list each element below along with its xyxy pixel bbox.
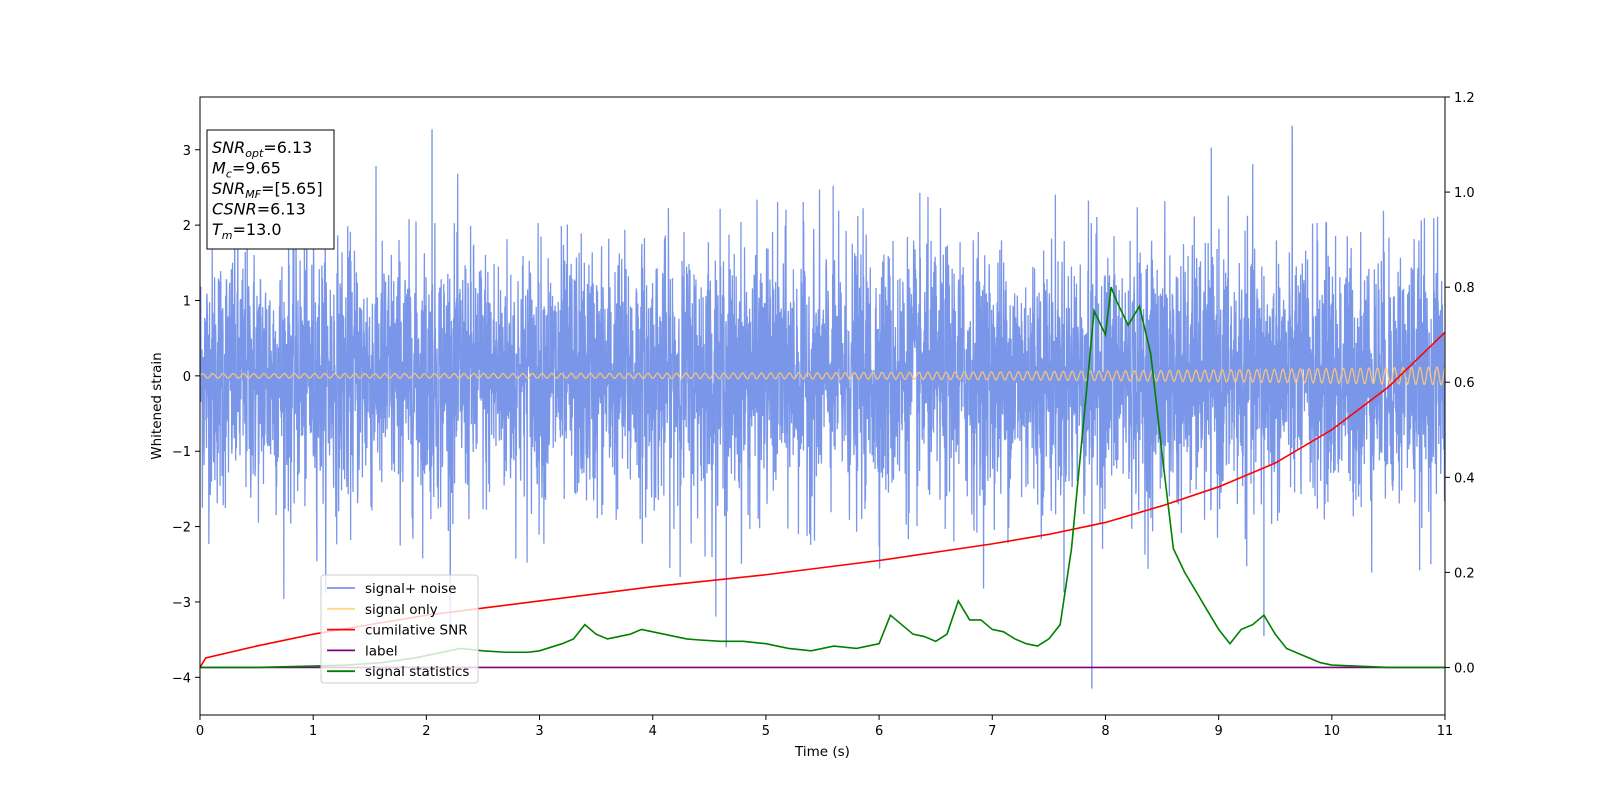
info-box-line: SNRMF=[5.65]: [212, 179, 323, 201]
left-y-tick-label: −1: [172, 445, 191, 460]
left-y-tick-label: −4: [172, 671, 191, 686]
info-box-frame: [206, 129, 335, 250]
x-tick-label: 9: [1214, 724, 1222, 739]
left-y-tick-label: 0: [183, 370, 191, 385]
x-tick-label: 5: [762, 724, 770, 739]
left-y-tick-label: 2: [183, 219, 191, 234]
info-box-line: Tm=13.0: [212, 220, 282, 242]
left-y-tick-label: 3: [183, 144, 191, 159]
right-y-axis-ticks: 0.0 0.2 0.4 0.6 0.8 1.0 1.2: [1445, 91, 1475, 676]
x-tick-label: 11: [1437, 724, 1454, 739]
info-box-line: Mc=9.65: [212, 159, 281, 181]
right-y-tick-label: 0.0: [1454, 661, 1475, 676]
x-tick-label: 1: [309, 724, 317, 739]
right-y-tick-label: 1.2: [1454, 91, 1475, 106]
axes-frame: [199, 96, 1446, 716]
left-y-axis-ticks: −4 −3 −2 −1 0 1 2 3: [172, 144, 200, 686]
left-y-tick-label: 1: [183, 294, 191, 309]
right-y-tick-label: 0.8: [1454, 281, 1475, 296]
x-tick-label: 4: [649, 724, 657, 739]
x-tick-label: 3: [535, 724, 543, 739]
legend-item-label: label: [365, 643, 398, 659]
series-signal-only-line: [200, 366, 1445, 386]
right-y-tick-label: 0.2: [1454, 566, 1475, 581]
series-signal-noise-line: [200, 146, 1445, 634]
x-tick-label: 6: [875, 724, 883, 739]
x-axis-ticks: 0 1 2 3 4 5 6 7 8 9 10 11: [196, 715, 1453, 739]
x-tick-label: 10: [1324, 724, 1341, 739]
right-y-tick-label: 0.6: [1454, 376, 1475, 391]
series-signal-statistics-line: [200, 286, 1445, 669]
legend-frame: [320, 574, 479, 684]
x-tick-label: 7: [988, 724, 996, 739]
series-cumilative-snr-line: [200, 331, 1445, 668]
left-y-tick-label: −3: [172, 596, 191, 611]
info-box: SNRopt=6.13Mc=9.65SNRMF=[5.65]CSNR=6.13T…: [206, 129, 335, 250]
right-y-tick-label: 0.4: [1454, 471, 1475, 486]
legend-item-label: cumilative SNR: [365, 623, 468, 639]
x-axis-label: Time (s): [794, 744, 850, 760]
legend-item-label: signal statistics: [365, 664, 469, 680]
info-box-line: SNRopt=6.13: [212, 138, 312, 160]
info-box-line: CSNR=6.13: [212, 200, 306, 219]
left-y-tick-label: −2: [172, 521, 191, 536]
right-y-tick-label: 1.0: [1454, 186, 1475, 201]
x-tick-label: 2: [422, 724, 430, 739]
legend-item-label: signal only: [365, 602, 438, 618]
x-tick-label: 8: [1101, 724, 1109, 739]
x-tick-label: 0: [196, 724, 204, 739]
y-axis-label: Whitened strain: [149, 352, 165, 459]
legend: signal+ noise signal only cumilative SNR la…: [320, 574, 479, 684]
legend-item-label: signal+ noise: [365, 581, 456, 597]
